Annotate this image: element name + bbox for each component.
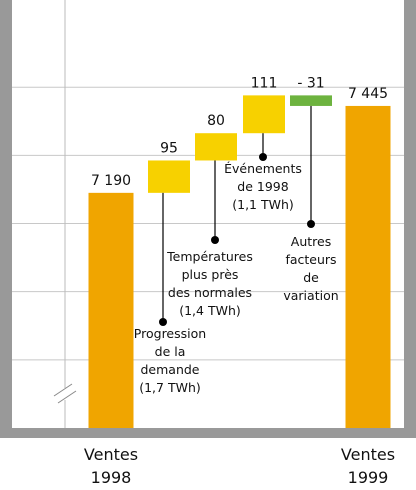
axis-break-gap [55, 388, 75, 400]
value-label: - 31 [297, 75, 324, 91]
bar [88, 192, 134, 428]
bar [243, 95, 285, 134]
value-label: 111 [251, 75, 278, 91]
value-label: 7 445 [348, 86, 388, 102]
frame-left [0, 0, 12, 438]
leader-dot [211, 236, 219, 244]
leader-dot [307, 220, 315, 228]
bar [195, 133, 237, 161]
bar [148, 160, 190, 193]
axis-break [57, 390, 77, 404]
axis-break [53, 383, 73, 397]
leader-dot [159, 318, 167, 326]
leader-dot [259, 153, 267, 161]
annotation: Événements de 1998 (1,1 TWh) [224, 161, 302, 212]
frame-bottom [0, 428, 416, 438]
bar [290, 95, 332, 106]
value-label: 7 190 [91, 173, 131, 189]
annotation: Progression de la demande (1,7 TWh) [133, 326, 207, 395]
frame-right [404, 0, 416, 438]
value-label: 95 [160, 140, 178, 156]
annotation: Autres facteurs de variation [283, 234, 339, 303]
x-tick-label: Ventes 1998 [83, 445, 139, 487]
annotation: Températures plus près des normales (1,4… [167, 249, 253, 318]
value-label: 80 [207, 113, 225, 129]
x-tick-label: Ventes 1999 [340, 445, 396, 487]
bar [345, 105, 391, 428]
